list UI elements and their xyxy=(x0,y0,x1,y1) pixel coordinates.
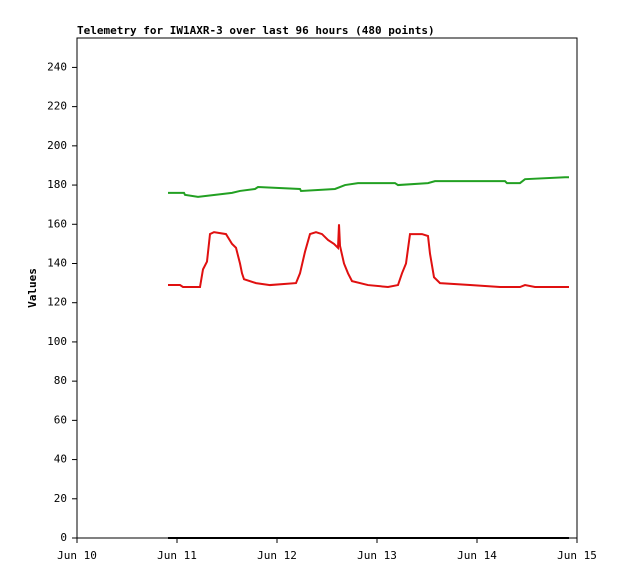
series-line xyxy=(168,176,569,198)
chart-title: Telemetry for IW1AXR-3 over last 96 hour… xyxy=(77,24,435,37)
y-tick-label: 60 xyxy=(54,413,67,426)
x-tick-label: Jun 15 xyxy=(557,549,597,562)
y-tick-label: 140 xyxy=(47,256,67,269)
x-tick-label: Jun 10 xyxy=(57,549,97,562)
y-tick-label: 0 xyxy=(60,531,67,544)
y-tick-label: 220 xyxy=(47,100,67,113)
y-tick-label: 40 xyxy=(54,453,67,466)
series-line xyxy=(168,224,569,289)
x-tick-label: Jun 12 xyxy=(257,549,297,562)
y-tick-label: 160 xyxy=(47,217,67,230)
plot-area xyxy=(76,37,578,539)
x-tick-label: Jun 14 xyxy=(457,549,497,562)
y-tick-label: 200 xyxy=(47,139,67,152)
y-tick-label: 120 xyxy=(47,296,67,309)
y-tick-label: 80 xyxy=(54,374,67,387)
y-tick-label: 100 xyxy=(47,335,67,348)
x-tick-label: Jun 13 xyxy=(357,549,397,562)
x-tick-label: Jun 11 xyxy=(157,549,197,562)
y-tick-label: 20 xyxy=(54,492,67,505)
y-tick-label: 180 xyxy=(47,178,67,191)
y-axis-label: Values xyxy=(26,268,39,308)
y-tick-label: 240 xyxy=(47,60,67,73)
